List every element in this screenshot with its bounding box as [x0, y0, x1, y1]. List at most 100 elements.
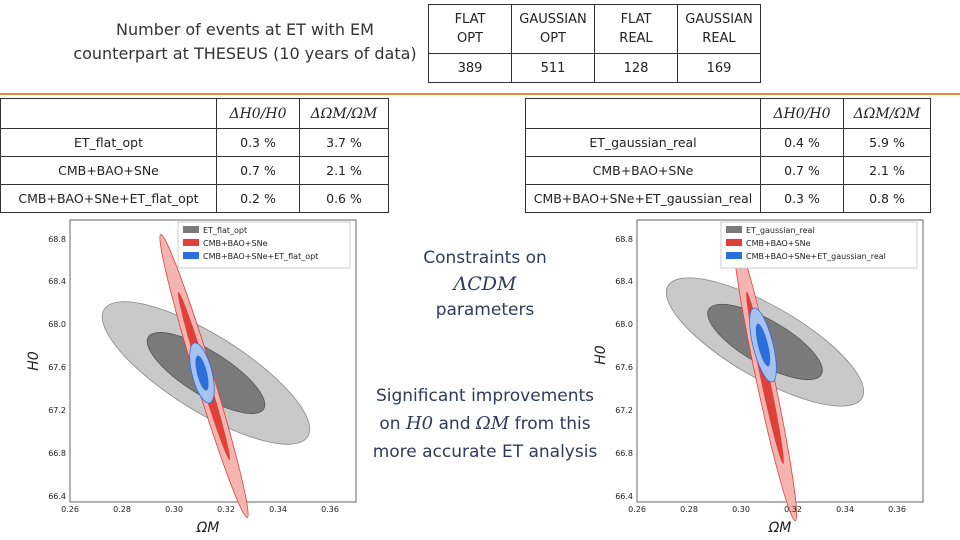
table-header-row: ΔH0/H0 ΔΩM/ΩM [525, 98, 931, 129]
constraints-line3: parameters [435, 300, 535, 320]
improve-line2: on H0 and ΩM from this [365, 410, 605, 438]
improve-line1: Significant improvements [375, 386, 595, 406]
events-title-line1: Number of events at ET with EM [116, 20, 374, 39]
table-header-row: ΔH0/H0 ΔΩM/ΩM [0, 98, 389, 129]
x-tick-label: 0.32 [217, 505, 235, 514]
y-tick-label: 66.8 [615, 449, 633, 458]
row-label: CMB+BAO+SNe [0, 156, 217, 185]
legend-label: CMB+BAO+SNe+ET_gaussian_real [746, 252, 886, 261]
x-axis-label: ΩM [196, 520, 220, 536]
table-row: CMB+BAO+SNe 0.7 % 2.1 % [525, 156, 931, 185]
left-constraints-table: ΔH0/H0 ΔΩM/ΩM ET_flat_opt 0.3 % 3.7 % CM… [0, 98, 389, 213]
x-tick-label: 0.28 [680, 505, 698, 514]
right-constraints-table: ΔH0/H0 ΔΩM/ΩM ET_gaussian_real 0.4 % 5.9… [525, 98, 931, 213]
y-tick-label: 66.4 [48, 492, 66, 501]
x-tick-label: 0.32 [784, 505, 802, 514]
dh0-header: ΔH0/H0 [216, 98, 300, 129]
y-tick-label: 66.8 [48, 449, 66, 458]
dom-value: 0.6 % [299, 184, 389, 213]
y-tick-label: 67.6 [48, 363, 66, 372]
constraints-line1: Constraints on [423, 248, 547, 268]
legend-label: CMB+BAO+SNe+ET_flat_opt [203, 252, 318, 261]
y-axis-label: H0 [593, 345, 609, 365]
y-tick-label: 67.2 [615, 406, 633, 415]
improvements-caption: Significant improvements on H0 and ΩM fr… [365, 382, 605, 466]
dh0-value: 0.7 % [216, 156, 300, 185]
y-tick-label: 67.6 [615, 363, 633, 372]
dom-value: 2.1 % [843, 156, 931, 185]
row-label: CMB+BAO+SNe [525, 156, 761, 185]
divider-line [0, 93, 960, 95]
legend-swatch-red [183, 239, 199, 246]
row-label: ET_flat_opt [0, 128, 217, 157]
improve-from: from this [514, 414, 591, 434]
table-row: CMB+BAO+SNe 0.7 % 2.1 % [0, 156, 389, 185]
events-header-cell: FLAT REAL [594, 4, 678, 54]
blue-contour-inner [755, 323, 771, 367]
dom-value: 2.1 % [299, 156, 389, 185]
events-header-row: FLAT OPT GAUSSIAN OPT FLAT REAL GAUSSIAN REA… [428, 4, 761, 54]
legend-swatch-red [726, 239, 742, 246]
dh0-value: 0.4 % [760, 128, 844, 157]
dh0-header: ΔH0/H0 [760, 98, 844, 129]
lcdm-math: ΛCDM [453, 273, 517, 295]
improve-on: on [379, 414, 401, 434]
dom-header: ΔΩM/ΩM [843, 98, 931, 129]
events-value-cell: 128 [594, 53, 678, 83]
y-tick-label: 68.0 [615, 320, 633, 329]
dom-value: 3.7 % [299, 128, 389, 157]
blue-contour-inner [195, 355, 209, 391]
events-title: Number of events at ET with EM counterpa… [60, 18, 430, 66]
x-axis-label: ΩM [768, 520, 792, 536]
y-axis-label: H0 [26, 351, 42, 371]
legend-box [720, 221, 918, 269]
legend-label: ET_flat_opt [203, 226, 247, 235]
events-header-cell: FLAT OPT [428, 4, 512, 54]
table-row: CMB+BAO+SNe+ET_gaussian_real 0.3 % 0.8 % [525, 184, 931, 213]
events-title-line2: counterpart at THESEUS (10 years of data… [73, 44, 417, 63]
table-row: ET_gaussian_real 0.4 % 5.9 % [525, 128, 931, 157]
table-row: CMB+BAO+SNe+ET_flat_opt 0.2 % 0.6 % [0, 184, 389, 213]
improve-om: ΩM [475, 413, 510, 434]
dom-header: ΔΩM/ΩM [299, 98, 389, 129]
row-label: ET_gaussian_real [525, 128, 761, 157]
improve-h0: H0 [405, 413, 434, 434]
contour-plot-left: ET_flat_opt CMB+BAO+SNe CMB+BAO+SNe+ET_f… [26, 219, 357, 536]
legend-swatch-blue [183, 252, 199, 259]
contour-plot-right: ET_gaussian_real CMB+BAO+SNe CMB+BAO+SNe… [593, 219, 924, 536]
dh0-value: 0.3 % [216, 128, 300, 157]
events-header-cell: GAUSSIAN REAL [677, 4, 761, 54]
legend-label: CMB+BAO+SNe [746, 239, 811, 248]
table-row: ET_flat_opt 0.3 % 3.7 % [0, 128, 389, 157]
legend-label: ET_gaussian_real [746, 226, 815, 235]
x-tick-label: 0.26 [61, 505, 79, 514]
x-tick-label: 0.28 [113, 505, 131, 514]
events-value-row: 389 511 128 169 [428, 53, 761, 83]
x-tick-label: 0.26 [628, 505, 646, 514]
y-tick-label: 68.4 [48, 277, 66, 286]
y-tick-label: 67.2 [48, 406, 66, 415]
events-header-cell: GAUSSIAN OPT [511, 4, 595, 54]
dom-value: 0.8 % [843, 184, 931, 213]
y-tick-label: 68.4 [615, 277, 633, 286]
y-tick-label: 66.4 [615, 492, 633, 501]
dh0-value: 0.3 % [760, 184, 844, 213]
dh0-value: 0.2 % [216, 184, 300, 213]
legend-label: CMB+BAO+SNe [203, 239, 268, 248]
x-tick-label: 0.30 [165, 505, 183, 514]
y-tick-label: 68.0 [48, 320, 66, 329]
x-tick-label: 0.30 [732, 505, 750, 514]
row-label: CMB+BAO+SNe+ET_flat_opt [0, 184, 217, 213]
x-tick-label: 0.36 [321, 505, 339, 514]
legend-swatch-blue [726, 252, 742, 259]
events-value-cell: 169 [677, 53, 761, 83]
events-table: FLAT OPT GAUSSIAN OPT FLAT REAL GAUSSIAN REA… [428, 4, 761, 83]
y-tick-label: 68.8 [48, 235, 66, 244]
x-tick-label: 0.34 [269, 505, 287, 514]
y-tick-label: 68.8 [615, 235, 633, 244]
legend-swatch-grey [183, 226, 199, 233]
row-label: CMB+BAO+SNe+ET_gaussian_real [525, 184, 761, 213]
legend-swatch-grey [726, 226, 742, 233]
empty-header-cell [0, 98, 217, 129]
dom-value: 5.9 % [843, 128, 931, 157]
